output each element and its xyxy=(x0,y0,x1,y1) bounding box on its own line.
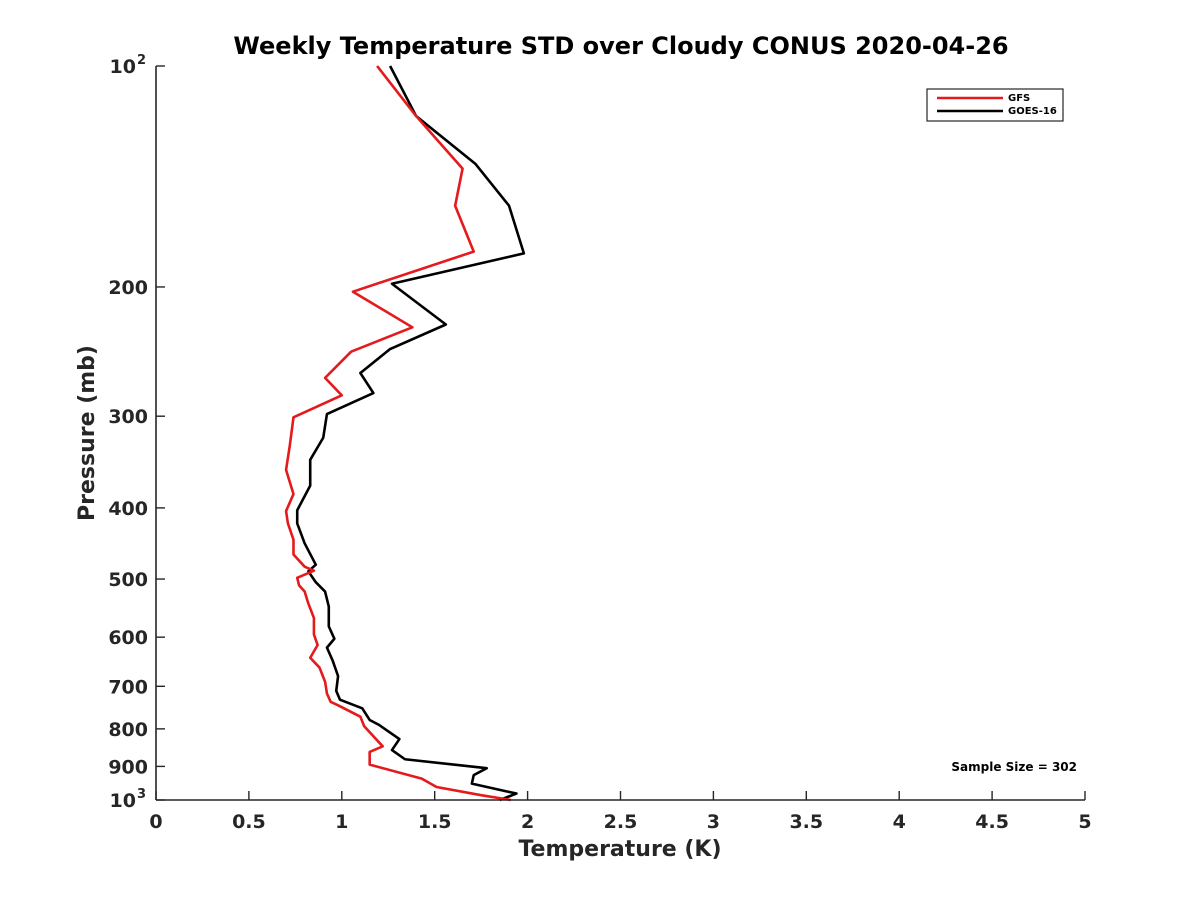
y-tick-label: 700 xyxy=(108,676,148,698)
x-tick-label: 1 xyxy=(335,811,348,833)
y-axis-label: Pressure (mb) xyxy=(75,345,100,521)
y-tick-label: 500 xyxy=(108,569,148,591)
x-tick-label: 0.5 xyxy=(232,811,266,833)
legend: GFS GOES-16 xyxy=(926,88,1064,122)
chart-title: Weekly Temperature STD over Cloudy CONUS… xyxy=(233,32,1008,60)
y-tick-label: 10 3 xyxy=(110,787,147,812)
x-tick-label: 3.5 xyxy=(789,811,823,833)
x-tick-label: 0 xyxy=(149,811,162,833)
x-axis-label: Temperature (K) xyxy=(518,837,721,862)
x-tick-label: 2 xyxy=(521,811,534,833)
x-ticks: 0 0.5 1 1.5 2 2.5 3 3.5 4 4.5 5 xyxy=(149,791,1092,833)
y-tick-label: 400 xyxy=(108,498,148,520)
x-tick-label: 1.5 xyxy=(418,811,452,833)
legend-label-gfs: GFS xyxy=(1008,93,1030,104)
legend-label-goes16: GOES-16 xyxy=(1008,106,1057,117)
y-tick-label: 900 xyxy=(108,756,148,778)
y-tick-label: 300 xyxy=(108,406,148,428)
x-tick-label: 5 xyxy=(1078,811,1091,833)
sample-size-annotation: Sample Size = 302 xyxy=(951,760,1077,774)
series-layer xyxy=(284,65,526,802)
y-tick-label-base: 10 xyxy=(110,56,136,78)
y-tick-label: 800 xyxy=(108,719,148,741)
y-tick-label-base: 10 xyxy=(110,790,136,812)
y-tick-label: 200 xyxy=(108,277,148,299)
y-tick-label: 600 xyxy=(108,627,148,649)
legend-box xyxy=(926,88,1064,122)
y-tick-label-exponent: 3 xyxy=(137,787,146,802)
x-tick-label: 3 xyxy=(707,811,720,833)
y-tick-label: 10 2 xyxy=(110,53,147,78)
series-line-gfs xyxy=(284,65,512,802)
x-tick-label: 4.5 xyxy=(975,811,1009,833)
y-tick-label-exponent: 2 xyxy=(137,53,146,68)
x-tick-label: 4 xyxy=(893,811,906,833)
x-tick-label: 2.5 xyxy=(604,811,638,833)
series-line-goes16 xyxy=(295,65,526,802)
